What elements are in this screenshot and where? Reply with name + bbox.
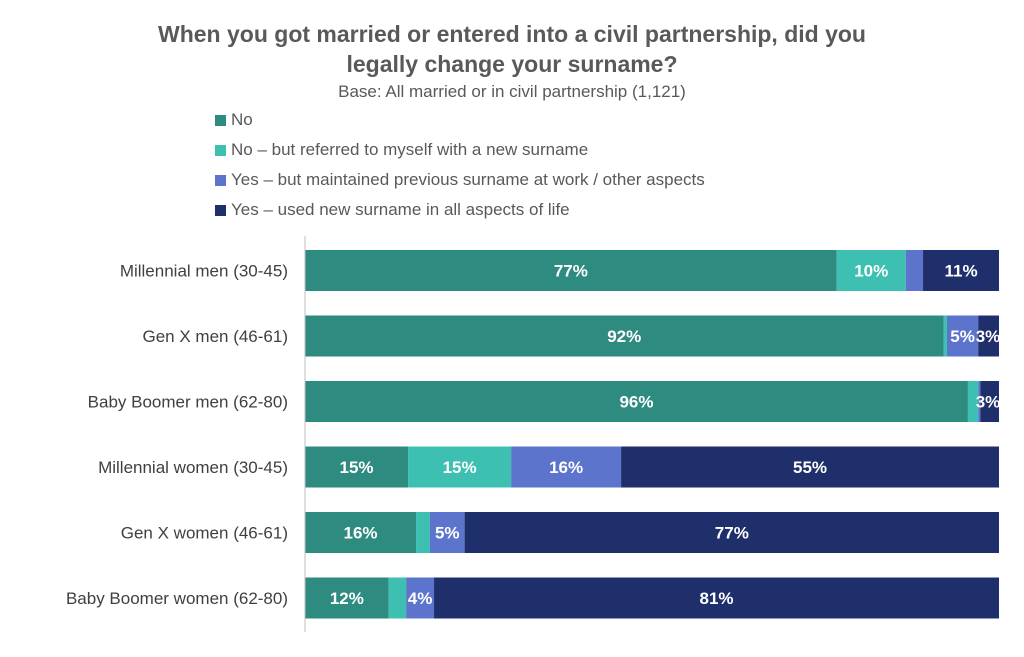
legend-swatch-1 [215,145,226,156]
legend-label-0: No [231,110,253,129]
bar-segment-0-2 [905,250,924,291]
chart-title-line-2: legally change your surname? [346,51,677,77]
legend: No No – but referred to myself with a new… [215,110,705,219]
bars-group: 77% 10% 11%92% 5% 3%96% 3%15% 15% 16% 55%16% 5% 77… [305,250,1000,619]
bar-segment-4-0 [305,512,417,553]
legend-swatch-0 [215,115,226,126]
bar-segment-2-1 [967,381,979,422]
legend-swatch-2 [215,175,226,186]
bar-segment-0-1 [836,250,906,291]
data-label-1-3: 3% [976,327,1001,346]
data-label-3-1: 15% [443,458,477,477]
legend-label-1: No – but referred to myself with a new s… [231,140,588,159]
bar-segment-0-3 [923,250,999,291]
category-label-2: Baby Boomer men (62-80) [88,393,288,412]
bar-segment-2-3 [980,381,999,422]
bar-segment-1-3 [978,315,999,357]
data-label-4-3: 77% [715,524,749,543]
data-label-0-0: 77% [554,262,588,281]
bar-segment-4-2 [429,512,465,553]
bar-segment-5-0 [305,577,389,619]
bar-segment-1-1 [943,315,947,357]
data-label-0-1: 10% [854,262,888,281]
data-label-2-3: 3% [976,393,1001,412]
legend-label-2: Yes – but maintained previous surname at… [231,170,705,189]
category-label-4: Gen X women (46-61) [121,524,288,543]
bar-segment-3-2 [511,446,622,488]
data-label-3-0: 15% [340,458,374,477]
bar-segment-3-0 [305,446,409,488]
bar-segment-4-1 [416,512,430,553]
bar-segment-5-2 [406,577,435,619]
data-label-1-0: 92% [607,327,641,346]
data-label-2-0: 96% [619,393,653,412]
legend-swatch-3 [215,205,226,216]
bar-segment-5-3 [434,577,1000,619]
data-label-4-0: 16% [344,524,378,543]
bar-segment-3-1 [408,446,512,488]
bar-segment-4-3 [464,512,999,553]
bar-segment-0-0 [305,250,837,291]
data-label-1-2: 5% [950,327,975,346]
bar-segment-2-2 [978,381,981,422]
bar-segment-5-1 [388,577,407,619]
data-label-4-2: 5% [435,524,460,543]
category-label-0: Millennial men (30-45) [120,262,288,281]
data-label-0-3: 11% [944,262,977,281]
category-labels: Millennial men (30-45) Gen X men (46-61) B… [66,262,288,609]
data-label-3-2: 16% [549,458,583,477]
legend-label-3: Yes – used new surname in all aspects of… [231,200,570,219]
chart-title-line-1: When you got married or entered into a c… [158,21,866,47]
data-label-5-0: 12% [330,589,364,608]
category-label-1: Gen X men (46-61) [142,327,288,346]
chart-subtitle: Base: All married or in civil partnershi… [338,82,686,101]
bar-segment-3-3 [621,446,999,488]
bar-segment-1-0 [305,315,944,357]
data-label-5-3: 81% [700,589,734,608]
data-label-5-2: 4% [408,589,433,608]
category-label-5: Baby Boomer women (62-80) [66,589,288,608]
bar-segment-2-0 [305,381,968,422]
bar-segment-1-2 [946,315,979,357]
data-label-3-3: 55% [793,458,827,477]
category-label-3: Millennial women (30-45) [98,458,288,477]
